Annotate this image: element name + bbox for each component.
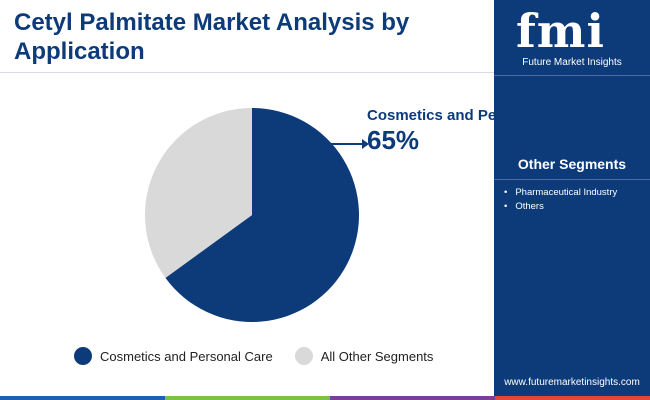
other-segment-item: Others — [504, 200, 617, 214]
other-segments-title: Other Segments — [517, 156, 627, 172]
logo-subtitle: Future Market Insights — [522, 57, 622, 68]
callout-value: 65% — [367, 125, 420, 155]
legend-swatch-other — [294, 347, 313, 365]
pie-slices — [145, 108, 360, 322]
logo-mark: fmi — [516, 4, 605, 58]
chart-legend: Cosmetics and Personal Care All Other Se… — [74, 347, 455, 365]
bottom-bar-blue — [0, 396, 165, 400]
bottom-bar-purple — [330, 396, 495, 400]
fmi-logo: fmi Future Market Insights — [494, 0, 650, 75]
other-segments-list: Pharmaceutical Industry Others — [504, 186, 617, 214]
logo-divider — [494, 75, 650, 76]
sidebar: fmi Future Market Insights Other Segment… — [494, 0, 650, 400]
legend-item-other: All Other Segments — [294, 347, 434, 365]
bottom-color-bar — [0, 396, 650, 400]
legend-item-cosmetics: Cosmetics and Personal Care — [74, 347, 273, 365]
bottom-bar-green — [165, 396, 330, 400]
callout-arrow — [330, 139, 369, 149]
other-segment-item: Pharmaceutical Industry — [504, 186, 617, 200]
pie-slice-cosmetics — [165, 108, 360, 322]
other-segments-divider — [494, 179, 650, 180]
website-url[interactable]: www.futuremarketinsights.com — [504, 377, 640, 388]
legend-label-other: All Other Segments — [320, 348, 434, 364]
page-title: Cetyl Palmitate Market Analysis by Appli… — [14, 9, 410, 65]
legend-swatch-cosmetics — [74, 347, 92, 365]
header-divider — [0, 72, 494, 73]
pie-slice-other — [145, 108, 252, 278]
pie-chart — [145, 108, 369, 322]
bottom-bar-red — [495, 396, 650, 400]
legend-label-cosmetics: Cosmetics and Personal Care — [100, 348, 273, 364]
